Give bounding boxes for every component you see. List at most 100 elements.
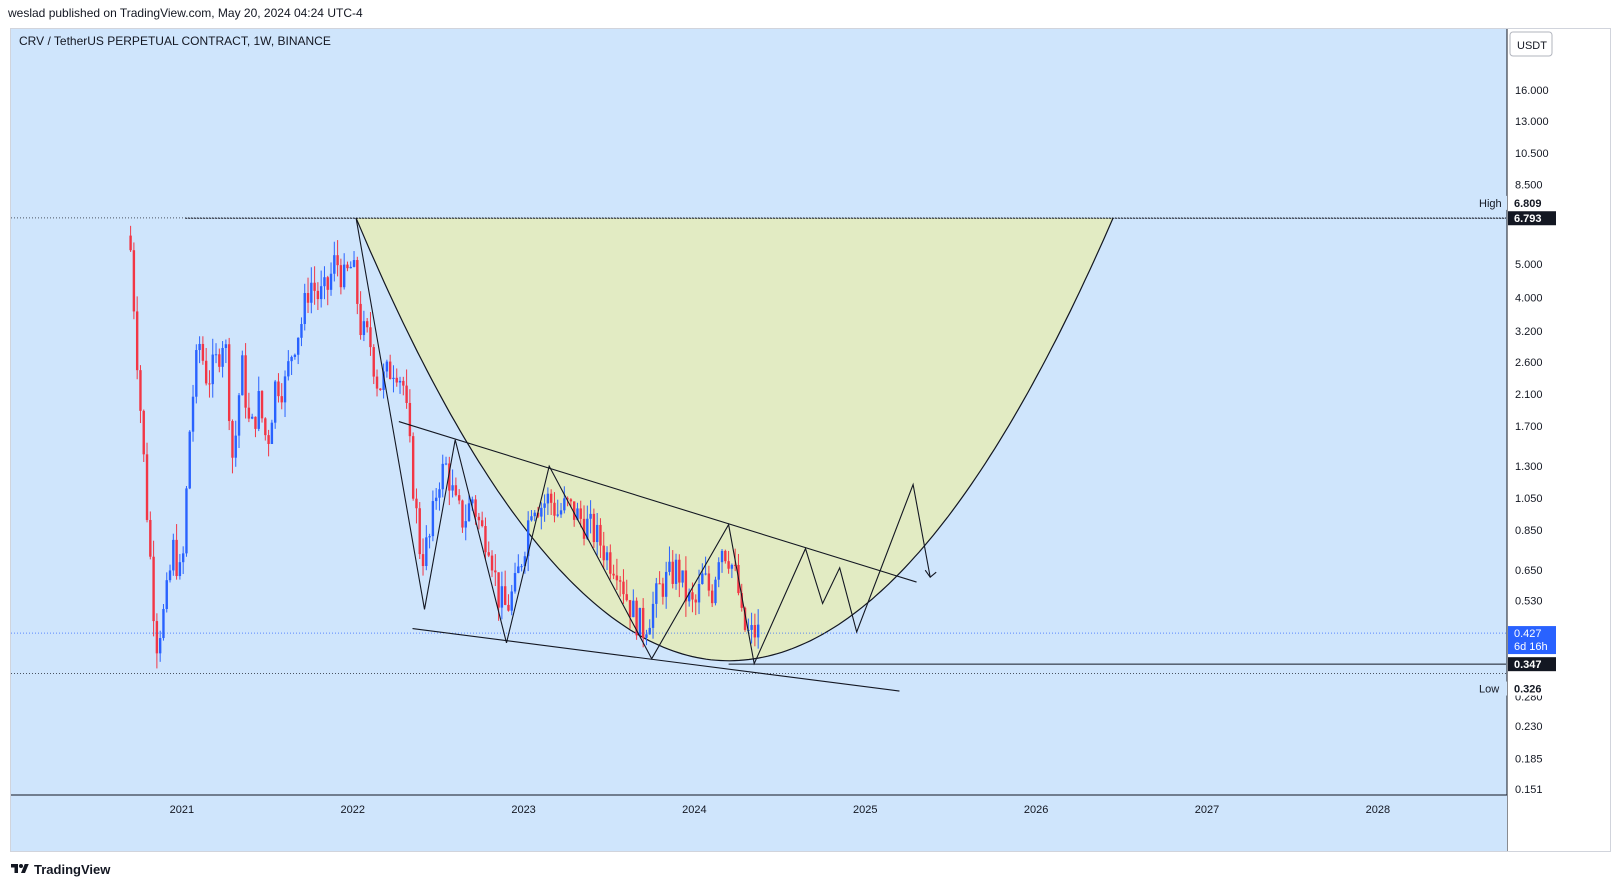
projection-zigzag bbox=[355, 218, 931, 666]
price-chart[interactable]: 16.00013.00010.5008.5006.8005.0004.0003.… bbox=[11, 29, 1610, 851]
candle-body bbox=[224, 344, 228, 348]
candle-body bbox=[277, 381, 280, 397]
candle-body bbox=[454, 485, 458, 496]
candle-body bbox=[625, 594, 628, 601]
price-line-label-low: Low bbox=[1479, 684, 1499, 696]
candle-body bbox=[710, 590, 714, 604]
candle-body bbox=[408, 402, 412, 437]
candle-body bbox=[753, 625, 757, 638]
candle-body bbox=[425, 537, 428, 567]
candle-body bbox=[513, 573, 517, 592]
candle-body bbox=[172, 539, 175, 571]
candle-body bbox=[264, 418, 267, 436]
candle-body bbox=[589, 513, 592, 519]
candle-body bbox=[638, 607, 642, 636]
candle-body bbox=[497, 572, 500, 608]
candle-body bbox=[743, 607, 747, 630]
candle-body bbox=[474, 499, 477, 517]
candle-body bbox=[582, 518, 586, 539]
price-badge-current bbox=[1508, 626, 1556, 655]
axes-layer: 16.00013.00010.5008.5006.8005.0004.0003.… bbox=[11, 29, 1610, 851]
candle-body bbox=[185, 488, 188, 554]
candle-body bbox=[556, 514, 559, 516]
y-tick-label: 0.650 bbox=[1515, 565, 1543, 577]
candle-body bbox=[204, 360, 208, 384]
candle-body bbox=[287, 361, 290, 377]
candle-body bbox=[697, 584, 701, 603]
candle-body bbox=[701, 573, 704, 585]
candle-body bbox=[329, 273, 333, 290]
candle-body bbox=[349, 266, 352, 269]
candle-body bbox=[457, 495, 461, 501]
candle-body bbox=[198, 343, 201, 351]
candle-body bbox=[756, 624, 760, 638]
candle-body bbox=[296, 337, 300, 355]
candle-body bbox=[356, 260, 359, 304]
currency-label: USDT bbox=[1517, 40, 1547, 52]
y-tick-label: 1.300 bbox=[1515, 461, 1543, 473]
candle-body bbox=[503, 586, 507, 605]
time-axis-bg bbox=[11, 795, 1507, 851]
candle-body bbox=[283, 376, 287, 403]
candle-body bbox=[707, 573, 711, 591]
candle-body bbox=[523, 556, 527, 567]
candle-body bbox=[382, 371, 385, 390]
candle-body bbox=[402, 380, 405, 386]
candle-body bbox=[158, 638, 162, 654]
candle-body bbox=[165, 580, 168, 609]
candle-body bbox=[622, 581, 625, 595]
candle-body bbox=[687, 592, 691, 602]
candle-body bbox=[720, 550, 724, 563]
currency-selector bbox=[1509, 31, 1553, 57]
candle-body bbox=[323, 277, 326, 287]
candle-body bbox=[306, 293, 310, 303]
candle-body bbox=[494, 570, 497, 573]
candle-body bbox=[733, 564, 737, 566]
tradingview-logo-icon bbox=[11, 864, 29, 873]
candle-body bbox=[438, 489, 441, 498]
candle-body bbox=[392, 377, 395, 380]
candle-body bbox=[155, 621, 159, 654]
candle-body bbox=[234, 435, 237, 458]
symbol-title: CRV / TetherUS PERPETUAL CONTRACT, 1W, B… bbox=[19, 34, 331, 48]
candle-body bbox=[658, 583, 661, 585]
y-tick-label: 0.230 bbox=[1515, 721, 1543, 733]
candle-body bbox=[346, 264, 349, 269]
candle-body bbox=[149, 519, 152, 557]
y-tick-label: 1.050 bbox=[1515, 493, 1543, 505]
y-tick-label: 0.850 bbox=[1515, 525, 1543, 537]
candle-body bbox=[704, 573, 707, 575]
footer-brand[interactable]: TradingView bbox=[10, 859, 110, 879]
arrow-head-icon bbox=[924, 569, 937, 578]
candle-body bbox=[362, 321, 366, 336]
candle-body bbox=[730, 564, 734, 569]
candle-body bbox=[365, 321, 369, 328]
price-badge-text-current: 0.427 bbox=[1514, 628, 1542, 640]
candle-body bbox=[714, 579, 717, 604]
chart-panel[interactable]: 16.00013.00010.5008.5006.8005.0004.0003.… bbox=[10, 28, 1611, 852]
trendlines-layer bbox=[355, 218, 937, 692]
candle-body bbox=[359, 303, 362, 336]
candle-body bbox=[648, 627, 651, 635]
candle-body bbox=[218, 354, 221, 367]
candle-body bbox=[231, 421, 234, 458]
x-tick-label: 2023 bbox=[511, 804, 535, 816]
candle-body bbox=[655, 583, 658, 604]
y-tick-label: 1.700 bbox=[1515, 421, 1543, 433]
candle-body bbox=[576, 508, 579, 520]
candle-body bbox=[411, 436, 415, 499]
candle-body bbox=[418, 508, 421, 555]
candle-body bbox=[480, 520, 484, 527]
candle-body bbox=[678, 559, 681, 583]
candle-body bbox=[586, 518, 589, 539]
candle-body bbox=[237, 395, 241, 436]
candle-body bbox=[671, 561, 674, 584]
price-badge-text-support: 0.347 bbox=[1514, 659, 1542, 671]
candle-body bbox=[533, 512, 536, 517]
candle-body bbox=[681, 570, 684, 583]
price-badge-low bbox=[1508, 681, 1556, 696]
price-line-label-bg-low bbox=[1473, 681, 1507, 696]
candle-body bbox=[290, 356, 293, 362]
price-line-label-bg-high bbox=[1473, 195, 1507, 210]
candle-body bbox=[477, 516, 481, 521]
